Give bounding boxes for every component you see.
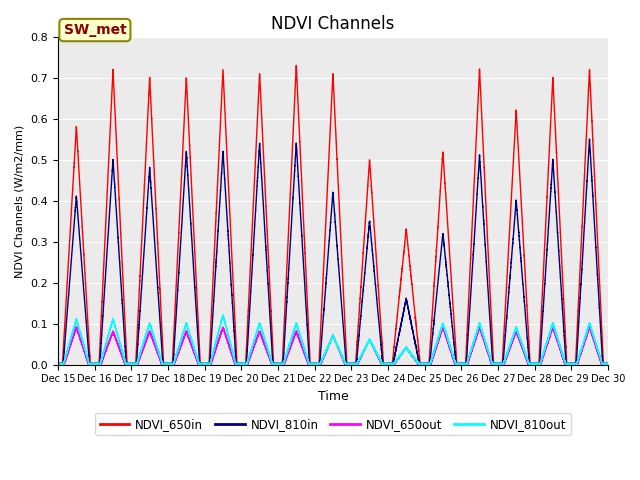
Y-axis label: NDVI Channels (W/m2/mm): NDVI Channels (W/m2/mm)	[15, 124, 25, 277]
Text: SW_met: SW_met	[63, 23, 126, 37]
X-axis label: Time: Time	[317, 390, 348, 403]
Legend: NDVI_650in, NDVI_810in, NDVI_650out, NDVI_810out: NDVI_650in, NDVI_810in, NDVI_650out, NDV…	[95, 413, 571, 435]
Title: NDVI Channels: NDVI Channels	[271, 15, 395, 33]
